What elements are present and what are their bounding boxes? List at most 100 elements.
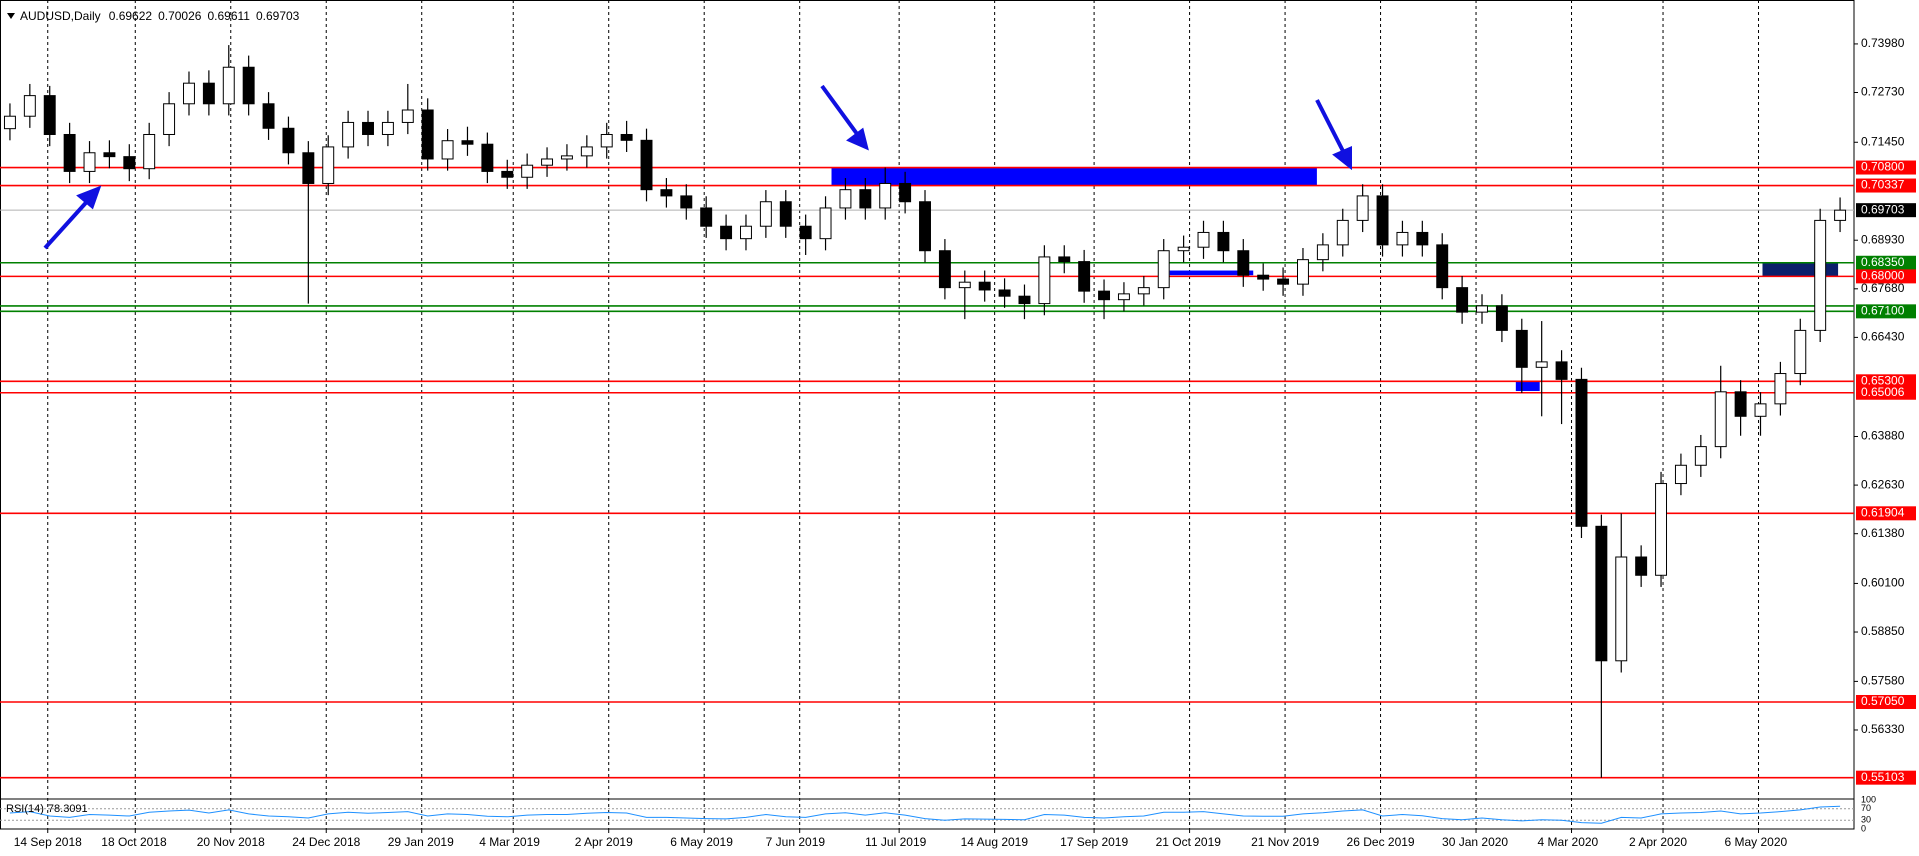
- candle-body: [1714, 391, 1727, 448]
- candle-body: [1376, 195, 1389, 246]
- level-label: 0.68350: [1861, 255, 1905, 269]
- high-price: 0.70026: [158, 9, 202, 23]
- x-tick-label: 11 Jul 2019: [865, 835, 926, 849]
- candle-body: [1794, 329, 1807, 375]
- candle-body: [640, 139, 653, 191]
- level-label: 0.68000: [1861, 269, 1905, 283]
- candle-body: [600, 133, 613, 148]
- zone: [1515, 381, 1540, 392]
- candle-body: [123, 156, 136, 170]
- candle-body: [1655, 483, 1668, 576]
- candle-body: [1515, 329, 1528, 368]
- y-tick-label: 0.61380: [1861, 526, 1905, 540]
- candle-body: [1177, 246, 1190, 252]
- current-price-label: 0.69703: [1861, 202, 1905, 216]
- plot-frame: [0, 0, 1855, 830]
- open-price: 0.69622: [109, 9, 153, 23]
- candle-body: [421, 109, 434, 160]
- low-price: 0.69611: [207, 9, 250, 23]
- candle-body: [381, 121, 394, 135]
- level-label-bg: [1856, 385, 1916, 400]
- y-tick-label: 0.62630: [1861, 477, 1905, 491]
- rsi-tick-label: 30: [1861, 815, 1871, 825]
- candle-body: [1476, 305, 1488, 313]
- rsi-tick-label: 100: [1861, 794, 1876, 804]
- candle-body: [759, 201, 772, 227]
- rsi-line: [9, 805, 1841, 824]
- candle-body: [1336, 219, 1349, 246]
- candle-body: [740, 225, 752, 240]
- candle-body: [202, 82, 215, 105]
- candle-body: [262, 103, 275, 129]
- close-price: 0.69703: [256, 9, 300, 23]
- candle-body: [481, 143, 494, 172]
- arrow: [1315, 99, 1347, 156]
- candle-body: [1157, 250, 1170, 289]
- level-label: 0.67100: [1861, 304, 1905, 318]
- level-label: 0.57050: [1861, 694, 1905, 708]
- candle-body: [1694, 446, 1707, 466]
- x-tick-label: 14 Aug 2019: [961, 835, 1029, 849]
- x-tick-label: 6 May 2020: [1725, 835, 1788, 849]
- candle-body: [222, 66, 235, 105]
- y-tick-label: 0.67680: [1861, 281, 1905, 295]
- level-label-bg: [1856, 374, 1916, 389]
- candle-body: [1257, 274, 1270, 280]
- candle-body: [1018, 295, 1031, 305]
- candle-body: [1316, 244, 1329, 261]
- y-tick-label: 0.73980: [1861, 36, 1905, 50]
- y-tick-label: 0.71450: [1861, 134, 1905, 148]
- candle-body: [242, 66, 255, 105]
- candle-body: [541, 158, 554, 166]
- candle-body: [1754, 403, 1767, 417]
- candle-body: [720, 225, 733, 240]
- candle-body: [342, 121, 355, 148]
- arrow-head: [846, 127, 869, 151]
- candle-body: [978, 281, 991, 291]
- x-tick-label: 4 Mar 2019: [479, 835, 540, 849]
- candle-body: [362, 121, 374, 135]
- candle-body: [819, 207, 832, 240]
- rsi-name: RSI(14): [6, 803, 44, 815]
- candle-body: [1217, 231, 1230, 252]
- x-tick-label: 14 Sep 2018: [14, 835, 82, 849]
- rsi-label: RSI(14) 78.3091: [6, 803, 88, 815]
- arrow-head: [76, 185, 102, 210]
- candle-body: [1734, 391, 1747, 417]
- menu-icon[interactable]: [7, 13, 15, 19]
- level-label: 0.70800: [1861, 160, 1905, 174]
- candle-body: [163, 103, 176, 135]
- level-label: 0.55103: [1861, 770, 1905, 784]
- level-label-bg: [1856, 770, 1916, 785]
- candle-body: [1635, 556, 1648, 576]
- candle-body: [779, 201, 792, 227]
- candle-body: [560, 155, 573, 160]
- level-label-bg: [1856, 160, 1916, 175]
- level-label-bg: [1856, 269, 1916, 284]
- zone: [831, 167, 1317, 186]
- level-label-bg: [1856, 178, 1916, 193]
- candle-body: [143, 133, 156, 170]
- x-tick-label: 21 Nov 2019: [1251, 835, 1319, 849]
- candle-body: [3, 115, 16, 130]
- candle-body: [1535, 361, 1548, 368]
- candle-body: [1237, 250, 1250, 276]
- candle-body: [441, 140, 454, 160]
- y-tick-label: 0.72730: [1861, 85, 1905, 99]
- candle-body: [1356, 195, 1369, 221]
- annotations: [43, 84, 1352, 250]
- candle-body: [1058, 256, 1071, 263]
- candle-body: [401, 109, 414, 123]
- candle-body: [1575, 378, 1588, 527]
- candle-body: [1098, 290, 1111, 301]
- level-label: 0.65300: [1861, 373, 1905, 387]
- zone: [1762, 262, 1839, 277]
- candle-body: [1595, 525, 1608, 662]
- arrow: [43, 194, 94, 250]
- candle-body: [938, 250, 951, 289]
- y-tick-label: 0.60100: [1861, 576, 1905, 590]
- candle-body: [700, 207, 713, 227]
- rsi-tick-label: 0: [1861, 823, 1866, 833]
- candle-body: [998, 289, 1011, 297]
